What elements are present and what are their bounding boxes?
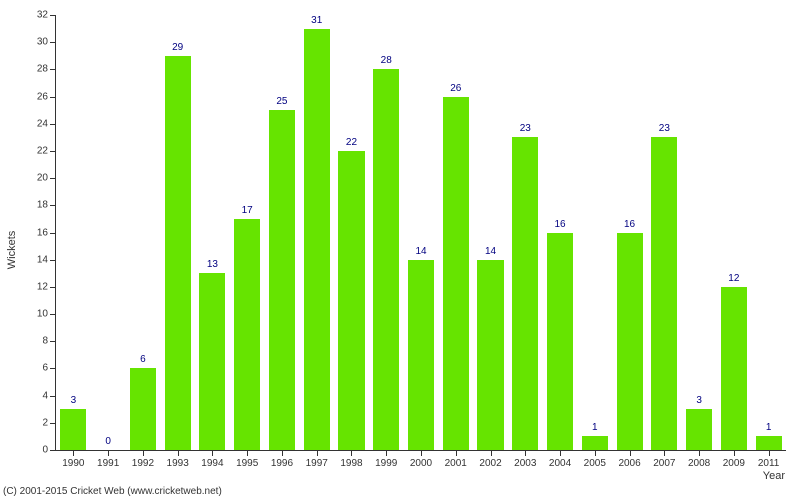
bar <box>269 110 295 450</box>
bar <box>373 69 399 450</box>
bar <box>721 287 747 450</box>
y-tick-label: 0 <box>42 445 56 456</box>
bar <box>477 260 503 450</box>
y-tick-label: 12 <box>37 281 56 292</box>
y-tick-label: 14 <box>37 254 56 265</box>
x-axis-label: Year <box>763 470 785 482</box>
bar-value-label: 16 <box>624 219 635 230</box>
bar <box>443 97 469 450</box>
y-tick-label: 2 <box>42 417 56 428</box>
bars-group: 3 0 6 29 13 17 25 31 22 28 14 26 14 23 16 1 16 23 3 12 1 <box>56 15 786 450</box>
bar <box>651 137 677 450</box>
bar <box>756 436 782 450</box>
x-tick-label: 2000 <box>410 450 432 469</box>
chart-container: 306291317253122281426142316116233121 024… <box>0 0 800 500</box>
x-tick-label: 2008 <box>688 450 710 469</box>
bar-value-label: 31 <box>311 15 322 26</box>
bar <box>408 260 434 450</box>
y-tick-label: 16 <box>37 227 56 238</box>
bar-value-label: 25 <box>276 96 287 107</box>
bar <box>234 219 260 450</box>
bar <box>582 436 608 450</box>
bar <box>338 151 364 450</box>
x-tick-label: 1992 <box>132 450 154 469</box>
bar-value-label: 23 <box>659 123 670 134</box>
x-tick-label: 2003 <box>514 450 536 469</box>
bar-value-label: 14 <box>485 246 496 257</box>
y-tick-label: 4 <box>42 390 56 401</box>
y-tick-label: 10 <box>37 309 56 320</box>
bar-value-label: 28 <box>381 55 392 66</box>
bar <box>304 29 330 450</box>
y-tick-label: 24 <box>37 118 56 129</box>
bar-value-label: 1 <box>592 422 598 433</box>
bar <box>547 233 573 451</box>
bar-value-label: 1 <box>766 422 772 433</box>
x-tick-label: 2001 <box>445 450 467 469</box>
x-tick-label: 2002 <box>479 450 501 469</box>
y-tick-label: 32 <box>37 10 56 21</box>
bar <box>617 233 643 451</box>
bar <box>165 56 191 450</box>
copyright-text: (C) 2001-2015 Cricket Web (www.cricketwe… <box>3 486 222 497</box>
bar <box>130 368 156 450</box>
y-axis-label: Wickets <box>6 231 18 270</box>
x-tick-label: 2009 <box>723 450 745 469</box>
bar-value-label: 3 <box>696 395 702 406</box>
x-tick-label: 1990 <box>62 450 84 469</box>
bar <box>686 409 712 450</box>
x-tick-label: 2005 <box>584 450 606 469</box>
x-tick-label: 2006 <box>618 450 640 469</box>
y-tick-label: 20 <box>37 173 56 184</box>
bar <box>60 409 86 450</box>
x-tick-label: 1996 <box>271 450 293 469</box>
x-tick-label: 1994 <box>201 450 223 469</box>
bar-value-label: 17 <box>242 205 253 216</box>
x-tick-label: 1993 <box>167 450 189 469</box>
y-tick-label: 6 <box>42 363 56 374</box>
x-tick-label: 1991 <box>97 450 119 469</box>
y-tick-label: 22 <box>37 145 56 156</box>
bar-value-label: 3 <box>71 395 77 406</box>
x-tick-label: 2011 <box>758 450 780 469</box>
bar <box>512 137 538 450</box>
x-tick-label: 1998 <box>340 450 362 469</box>
bar-value-label: 16 <box>554 219 565 230</box>
bar-value-label: 14 <box>415 246 426 257</box>
y-tick-label: 28 <box>37 64 56 75</box>
bar-value-label: 22 <box>346 137 357 148</box>
x-tick-label: 2007 <box>653 450 675 469</box>
x-tick-label: 1997 <box>306 450 328 469</box>
bar-value-label: 0 <box>105 436 111 447</box>
bar-value-label: 13 <box>207 259 218 270</box>
y-tick-label: 18 <box>37 200 56 211</box>
plot-area: 306291317253122281426142316116233121 024… <box>55 15 786 451</box>
bar <box>199 273 225 450</box>
y-tick-label: 8 <box>42 336 56 347</box>
bar-value-label: 6 <box>140 354 146 365</box>
y-tick-label: 30 <box>37 37 56 48</box>
bar-value-label: 26 <box>450 83 461 94</box>
x-tick-label: 1995 <box>236 450 258 469</box>
bar-value-label: 12 <box>728 273 739 284</box>
y-tick-label: 26 <box>37 91 56 102</box>
bar-value-label: 23 <box>520 123 531 134</box>
x-tick-label: 1999 <box>375 450 397 469</box>
x-tick-label: 2004 <box>549 450 571 469</box>
bar-value-label: 29 <box>172 42 183 53</box>
